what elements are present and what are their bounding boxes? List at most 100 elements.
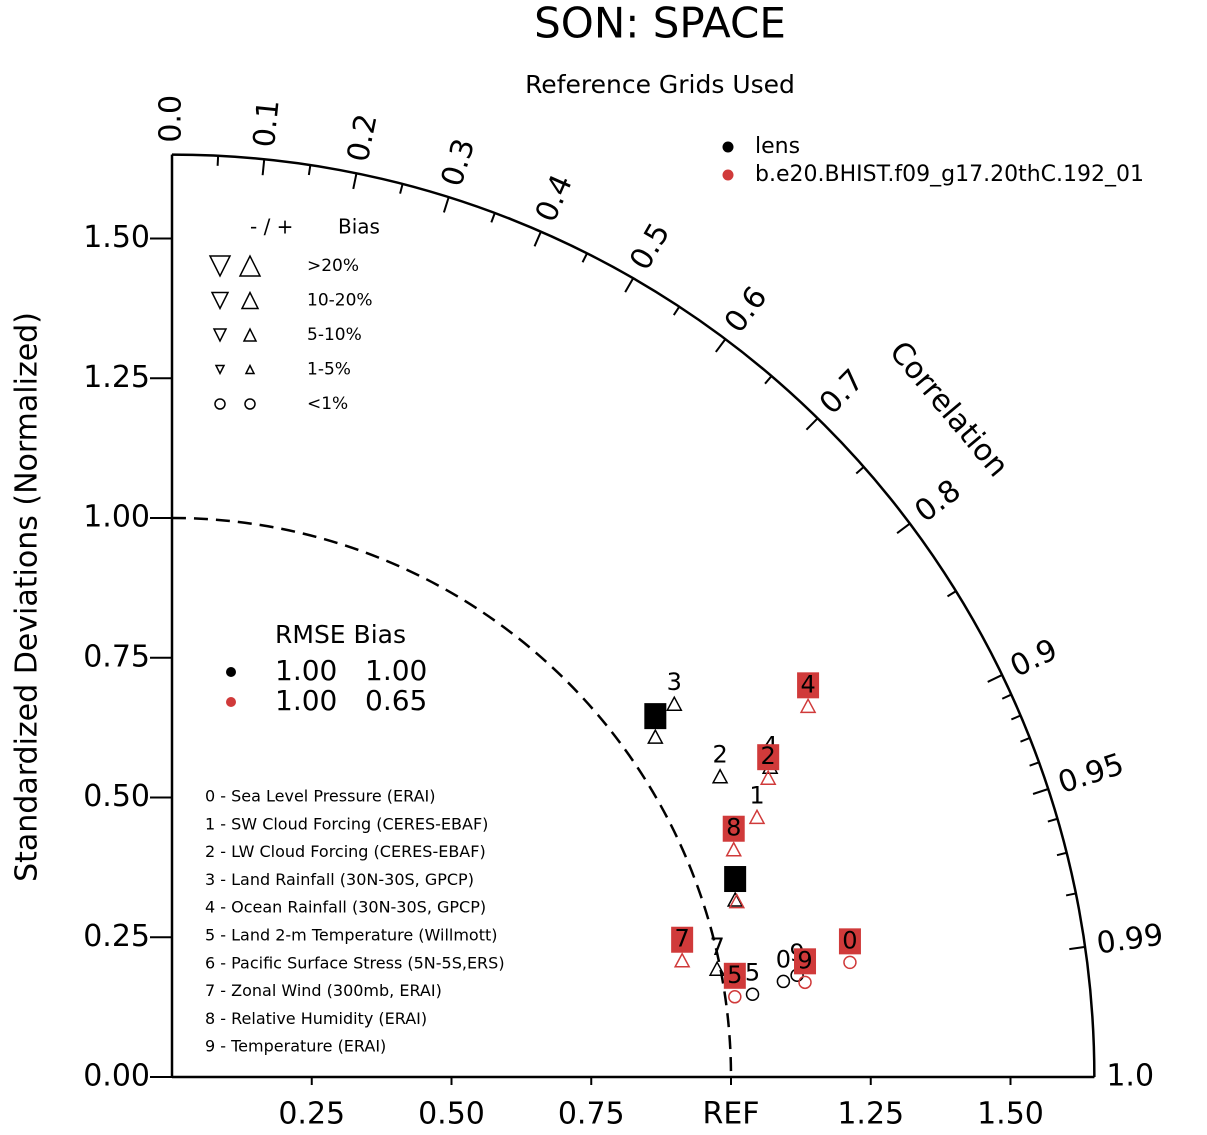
y-axis-label: Standardized Deviations (Normalized) [10, 312, 45, 882]
corr-tick-label: 0.2 [341, 111, 385, 165]
corr-tick-label: 0.3 [435, 135, 483, 191]
point-marker [728, 892, 746, 909]
corr-tick-label: 1.0 [1106, 1059, 1154, 1094]
bias-key-symbol [240, 290, 260, 310]
point-marker [759, 769, 777, 785]
point-marker [745, 987, 760, 1002]
point-label: 1 [749, 781, 764, 809]
point-label-box [724, 866, 747, 893]
reference-arc [171, 516, 733, 1078]
y-tick-label: 1.25 [83, 360, 150, 395]
y-tick-label: 0.75 [83, 639, 150, 674]
bias-key-label: >20% [307, 256, 359, 276]
case-label: 6 - Pacific Surface Stress (5N-5S,ERS) [205, 953, 505, 972]
legend-marker [722, 141, 734, 153]
corr-tick [261, 159, 266, 176]
point-marker [725, 841, 742, 857]
point-marker [647, 728, 664, 744]
point-marker [748, 808, 766, 825]
corr-minor-tick [1065, 892, 1077, 897]
corr-tick-label: 0.99 [1094, 917, 1165, 961]
y-tick-label: 0.25 [83, 919, 150, 954]
point-marker [776, 974, 791, 989]
bias-key-symbol [208, 255, 232, 278]
corr-tick [1032, 788, 1049, 795]
y-tick-label: 0.00 [83, 1059, 150, 1094]
bias-key-symbol [244, 363, 256, 375]
point-label: 4 [800, 670, 815, 698]
point-label: 8 [726, 814, 741, 842]
bias-key-symbol [244, 398, 256, 410]
point-label: 2 [712, 741, 727, 769]
corr-tick [715, 338, 727, 353]
corr-tick [805, 417, 819, 431]
x-tick-label: 1.50 [977, 1097, 1044, 1132]
x-tick-label: 1.25 [837, 1097, 904, 1132]
y-tick-label: 0.50 [83, 779, 150, 814]
bias-key-symbol [212, 328, 228, 343]
corr-tick [1069, 945, 1086, 951]
bias-key-header: - / + [250, 215, 293, 239]
case-label: 3 - Land Rainfall (30N-30S, GPCP) [205, 870, 474, 889]
x-tick-label: 0.50 [418, 1097, 485, 1132]
corr-tick-label: 0.8 [908, 473, 967, 530]
point-marker [673, 952, 691, 968]
case-label: 0 - Sea Level Pressure (ERAI) [205, 787, 435, 806]
corr-tick [352, 173, 358, 190]
point-marker [666, 695, 683, 711]
corr-tick-label: 0.5 [623, 217, 677, 276]
point-marker [728, 990, 742, 1004]
corr-tick-label: 0.95 [1054, 747, 1128, 801]
x-tick-label: 0.25 [278, 1097, 345, 1132]
point-label: 5 [727, 961, 742, 989]
corr-minor-tick [672, 306, 681, 316]
corr-minor-tick [216, 155, 220, 166]
bias-key-symbol [210, 291, 230, 311]
point-label: 5 [745, 958, 760, 986]
case-label: 5 - Land 2-m Temperature (Willmott) [205, 926, 498, 945]
bias-key-symbol [242, 327, 258, 342]
corr-minor-tick [581, 252, 588, 263]
stats-value: 1.00 [275, 684, 337, 717]
bias-key-symbol [238, 254, 262, 277]
point-label-box [797, 672, 820, 699]
case-label: 1 - SW Cloud Forcing (CERES-EBAF) [205, 814, 488, 833]
x-tick-label: REF [702, 1097, 759, 1132]
point-marker [843, 955, 857, 970]
bias-key-label: 1-5% [307, 360, 351, 380]
point-label: 7 [675, 925, 690, 953]
corr-tick-label: 0.0 [154, 95, 189, 143]
point-label-box [838, 928, 861, 955]
corr-minor-tick [764, 375, 773, 385]
stats-value: 1.00 [365, 654, 427, 687]
point-marker [711, 768, 729, 784]
point-label: 6 [728, 864, 743, 892]
corr-minor-tick [855, 466, 865, 475]
outer-arc [171, 153, 1096, 1078]
corr-minor-tick [946, 590, 957, 598]
point-label-box [723, 962, 746, 989]
point-label: 3 [667, 668, 682, 696]
corr-tick-label: 0.7 [813, 363, 871, 422]
y-tick-label: 1.50 [83, 220, 150, 255]
chart-subtitle: Reference Grids Used [525, 70, 795, 99]
point-label-box [794, 948, 817, 975]
stats-header: RMSE Bias [275, 620, 406, 649]
corr-tick [896, 522, 911, 534]
y-tick-label: 1.00 [83, 500, 150, 535]
corr-tick-label: 0.1 [247, 98, 287, 149]
point-label-box [671, 926, 694, 953]
corr-minor-tick [1029, 761, 1040, 767]
corr-minor-tick [1056, 851, 1067, 857]
case-label: 2 - LW Cloud Forcing (CERES-EBAF) [205, 842, 486, 861]
bias-key-label: 10-20% [307, 291, 373, 311]
point-label: 0 [842, 926, 857, 954]
corr-minor-tick [490, 212, 496, 223]
corr-tick [533, 231, 542, 247]
x-tick-label: 0.75 [558, 1097, 625, 1132]
point-marker [799, 697, 817, 714]
point-label-box [644, 703, 667, 730]
corr-minor-tick [399, 183, 404, 194]
point-label: 2 [761, 742, 776, 770]
